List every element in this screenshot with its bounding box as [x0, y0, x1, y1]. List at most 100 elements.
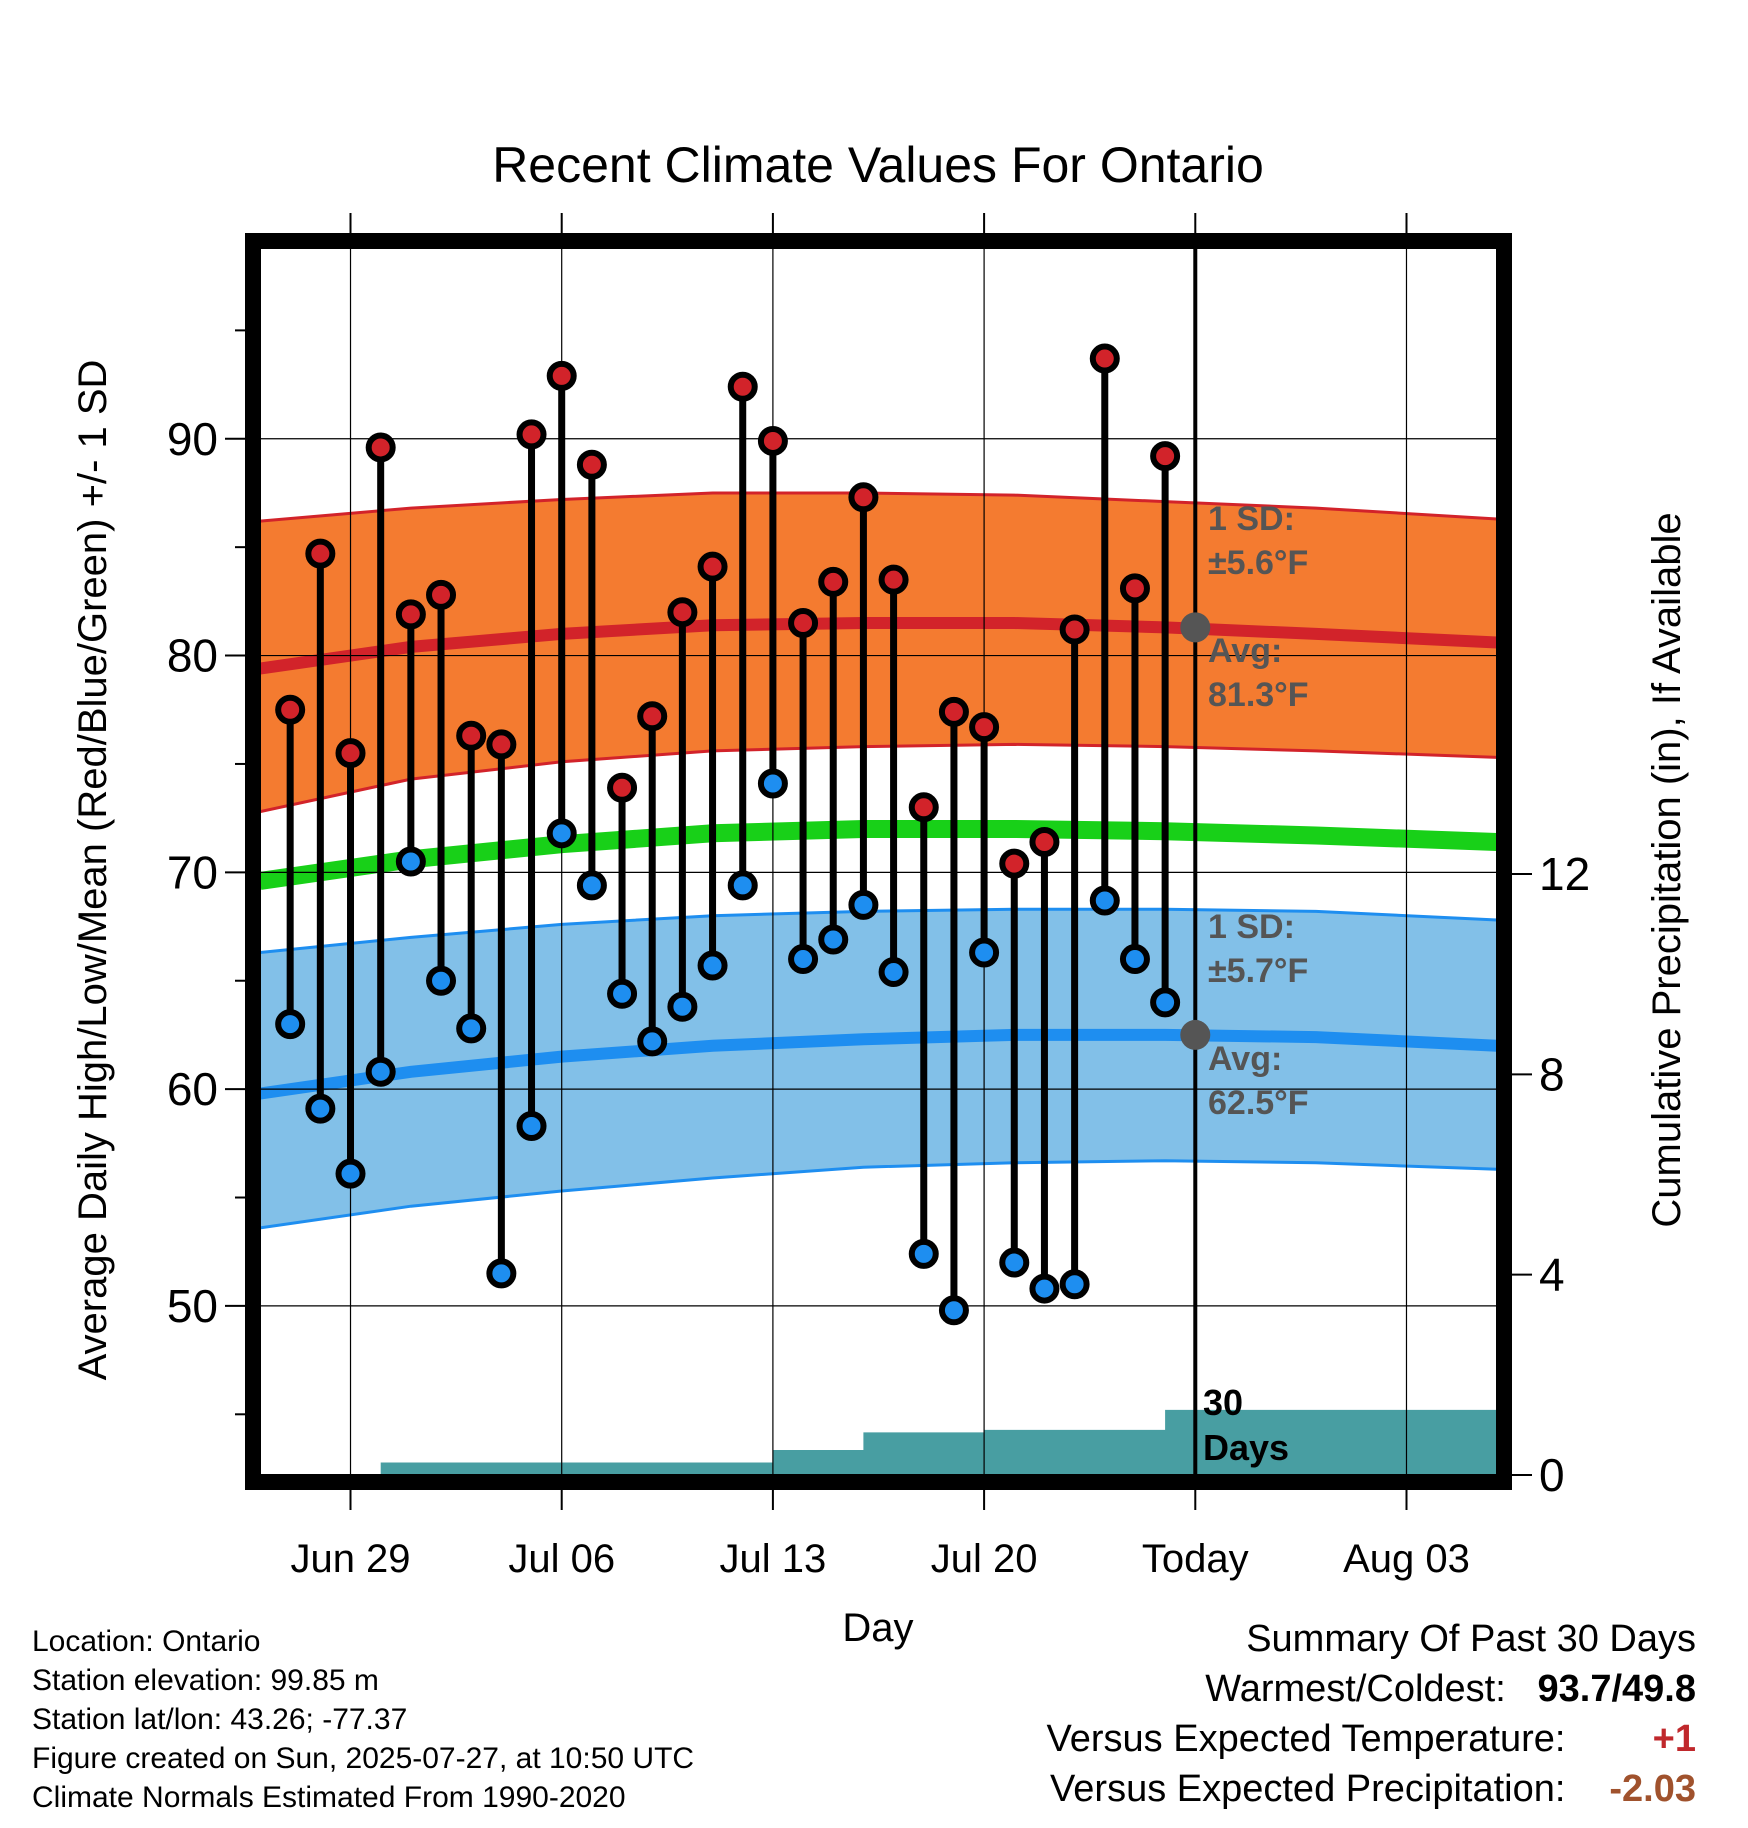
low-marker	[607, 978, 638, 1009]
y2-tick-label: 0	[1539, 1449, 1565, 1501]
warmest-value: 93.7	[1537, 1668, 1612, 1710]
created-text: Figure created on Sun, 2025-07-27, at 10…	[32, 1742, 695, 1775]
y-tick-label: 90	[167, 413, 218, 465]
low-marker	[969, 937, 1000, 968]
high-marker	[335, 738, 366, 769]
y-axis-label: Average Daily High/Low/Mean (Red/Blue/Gr…	[71, 360, 115, 1381]
high-marker	[365, 432, 396, 463]
low-marker	[576, 870, 607, 901]
low-marker	[788, 944, 819, 975]
high-marker	[516, 419, 547, 450]
high-marker	[848, 482, 879, 513]
normals-text: Climate Normals Estimated From 1990-2020	[32, 1781, 626, 1814]
y2-tick-label: 12	[1539, 848, 1590, 900]
warmest-coldest-label: Warmest/Coldest:	[1205, 1668, 1506, 1710]
low-marker	[757, 768, 788, 799]
today-low-avg-marker	[1180, 1019, 1211, 1050]
high-marker	[1029, 826, 1060, 857]
plot-frame	[245, 233, 1512, 1490]
temp-departure-row: Versus Expected Temperature: +1	[1047, 1714, 1696, 1764]
high-marker	[275, 694, 306, 725]
chart-title: Recent Climate Values For Ontario	[492, 137, 1264, 193]
x-axis-label: Day	[842, 1606, 913, 1650]
x-tick-label: Jul 13	[720, 1537, 827, 1581]
low-avg-value: 62.5°F	[1208, 1084, 1309, 1122]
high-marker	[999, 848, 1030, 879]
y2-tick-label: 8	[1539, 1048, 1565, 1100]
low-marker	[1059, 1269, 1090, 1300]
high-marker	[456, 720, 487, 751]
low-sd-band	[260, 909, 1497, 1228]
low-marker	[667, 991, 698, 1022]
low-marker	[275, 1009, 306, 1040]
coldest-value: 49.8	[1622, 1668, 1696, 1710]
normal-mean-line	[260, 820, 1497, 890]
y2-tick-label: 4	[1539, 1249, 1565, 1301]
high-avg-value: 81.3°F	[1208, 676, 1309, 714]
high-marker	[727, 371, 758, 402]
high-marker	[1150, 441, 1181, 472]
elevation-text: Station elevation: 99.85 m	[32, 1664, 379, 1697]
temp-departure-label: Versus Expected Temperature:	[1046, 1718, 1566, 1760]
x-tick-label: Jul 20	[931, 1537, 1038, 1581]
high-marker	[546, 360, 577, 391]
high-marker	[1089, 343, 1120, 374]
high-sd-value: ±5.6°F	[1208, 544, 1308, 582]
low-marker	[727, 870, 758, 901]
high-marker	[938, 696, 969, 727]
high-marker	[395, 599, 426, 630]
high-marker	[305, 538, 336, 569]
summary-title: Summary Of Past 30 Days	[1246, 1618, 1696, 1660]
high-marker	[637, 701, 668, 732]
x-tick-label: Jun 29	[290, 1537, 410, 1581]
y-tick-label: 80	[167, 630, 218, 682]
low-marker	[486, 1258, 517, 1289]
high-marker	[908, 792, 939, 823]
high-marker	[426, 579, 457, 610]
low-marker	[516, 1110, 547, 1141]
low-marker	[395, 846, 426, 877]
low-marker	[818, 924, 849, 955]
low-sd-label: 1 SD:	[1208, 908, 1295, 946]
high-marker	[576, 449, 607, 480]
low-marker	[1089, 885, 1120, 916]
low-marker	[848, 889, 879, 920]
low-marker	[365, 1056, 396, 1087]
y-tick-label: 50	[167, 1280, 218, 1332]
low-marker	[878, 957, 909, 988]
high-marker	[969, 712, 1000, 743]
low-marker	[456, 1013, 487, 1044]
high-marker	[878, 564, 909, 595]
days-count-label: Days	[1203, 1427, 1289, 1468]
precip-departure-label: Versus Expected Precipitation:	[1050, 1768, 1566, 1810]
y-tick-label: 60	[167, 1063, 218, 1115]
low-marker	[999, 1247, 1030, 1278]
precip-departure-row: Versus Expected Precipitation: -2.03	[1047, 1764, 1696, 1814]
low-avg-label: Avg:	[1208, 1040, 1282, 1078]
high-sd-band	[260, 493, 1497, 812]
days-count-number: 30	[1203, 1382, 1243, 1423]
high-sd-label: 1 SD:	[1208, 500, 1295, 538]
normal-low-avg-line	[260, 1028, 1497, 1100]
high-marker	[757, 425, 788, 456]
low-marker	[697, 950, 728, 981]
station-info: Location: Ontario Station elevation: 99.…	[32, 1622, 694, 1817]
high-marker	[607, 772, 638, 803]
x-tick-label: Aug 03	[1343, 1537, 1470, 1581]
low-minus-sd-line	[260, 1159, 1497, 1230]
location-text: Location: Ontario	[32, 1625, 261, 1658]
precip-departure-value: -2.03	[1609, 1768, 1696, 1810]
today-high-avg-marker	[1180, 612, 1211, 643]
summary-panel: Summary Of Past 30 Days Warmest/Coldest:…	[1047, 1614, 1696, 1814]
low-marker	[938, 1295, 969, 1326]
low-marker	[1119, 944, 1150, 975]
latlon-text: Station lat/lon: 43.26; -77.37	[32, 1703, 408, 1736]
high-marker	[667, 597, 698, 628]
high-marker	[486, 729, 517, 760]
low-marker	[1029, 1273, 1060, 1304]
low-marker	[305, 1093, 336, 1124]
temp-departure-value: +1	[1652, 1718, 1696, 1760]
y2-axis-label: Cumulative Precipitation (in), If Availa…	[1645, 512, 1689, 1227]
slash-separator: /	[1611, 1668, 1623, 1710]
x-tick-label: Today	[1142, 1537, 1249, 1581]
